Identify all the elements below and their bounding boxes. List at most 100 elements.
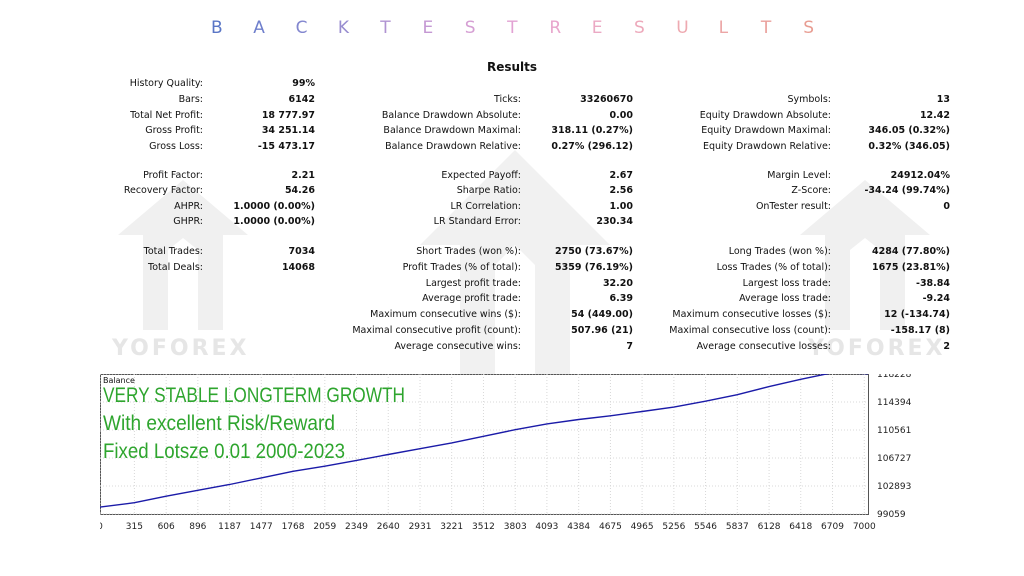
col2-value: 230.34 xyxy=(596,216,633,227)
y-tick-label: 102893 xyxy=(877,482,911,492)
x-tick-label: 5256 xyxy=(662,522,685,532)
col2-label: Maximum consecutive wins ($): xyxy=(370,309,521,320)
col1-value: 54.26 xyxy=(284,185,315,196)
x-tick-label: 4093 xyxy=(535,522,558,532)
title-letter: T xyxy=(760,18,772,38)
x-tick-label: 315 xyxy=(126,522,143,532)
col2-label: Largest profit trade: xyxy=(425,278,521,289)
title-letter: S xyxy=(634,18,645,38)
x-tick-label: 6128 xyxy=(758,522,781,532)
y-tick-label: 110561 xyxy=(877,426,911,436)
col3-label: Maximum consecutive losses ($): xyxy=(672,309,831,320)
title-letter: U xyxy=(676,18,689,38)
col3-value: 0 xyxy=(943,201,950,212)
col1-label: Profit Factor: xyxy=(143,170,203,181)
col2-value: 1.00 xyxy=(609,201,633,212)
col2-value: 32.20 xyxy=(602,278,633,289)
col2-label: Ticks: xyxy=(493,94,521,105)
col2-value: 54 (449.00) xyxy=(571,309,633,320)
col2-label: Balance Drawdown Relative: xyxy=(385,141,521,152)
col3-value: 13 xyxy=(936,94,950,105)
col2-value: 2.67 xyxy=(609,170,633,181)
col1-value: 1.0000 (0.00%) xyxy=(233,216,315,227)
col3-label: Maximal consecutive loss (count): xyxy=(669,325,831,336)
title-letter: C xyxy=(295,18,308,38)
x-tick-label: 4965 xyxy=(631,522,654,532)
col3-value: -34.24 (99.74%) xyxy=(864,185,950,196)
col1-value: 14068 xyxy=(281,262,315,273)
col2-label: LR Correlation: xyxy=(450,201,522,212)
title-letter: S xyxy=(464,18,476,38)
title-letter: E xyxy=(591,18,603,38)
col3-value: 12.42 xyxy=(919,110,950,121)
x-tick-label: 0 xyxy=(100,522,103,532)
chart-legend-label: Balance xyxy=(103,376,135,385)
chart-overlay-text: With excellent Risk/Reward xyxy=(103,412,335,435)
x-tick-label: 896 xyxy=(189,522,206,532)
col1-value: 7034 xyxy=(288,246,315,257)
col1-label: Bars: xyxy=(178,94,203,105)
col3-label: Margin Level: xyxy=(767,170,831,181)
col1-value: 99% xyxy=(292,78,315,89)
col2-label: Sharpe Ratio: xyxy=(456,185,521,196)
x-tick-label: 2931 xyxy=(409,522,432,532)
x-tick-label: 3803 xyxy=(504,522,527,532)
col1-label: Total Net Profit: xyxy=(130,110,203,121)
col3-label: Equity Drawdown Relative: xyxy=(702,141,831,152)
balance-chart: 0 315 606 896 1187 1477 1768 2059 2349 2640 2931 32… xyxy=(97,370,920,534)
x-tick-label: 3221 xyxy=(440,522,463,532)
x-tick-label: 1187 xyxy=(218,522,241,532)
title-letter: S xyxy=(803,18,814,38)
col2-label: LR Standard Error: xyxy=(433,216,521,227)
col2-value: 0.00 xyxy=(609,110,633,121)
col3-label: Z-Score: xyxy=(791,185,831,196)
y-tick-label: 106727 xyxy=(877,454,911,464)
col1-label: Gross Loss: xyxy=(149,141,203,152)
x-tick-label: 7000 xyxy=(853,522,876,532)
y-tick-label: 118228 xyxy=(877,374,912,380)
col2-value: 507.96 (21) xyxy=(571,325,633,336)
col3-label: Long Trades (won %): xyxy=(728,246,831,257)
x-tick-label: 6418 xyxy=(789,522,812,532)
col1-label: Total Trades: xyxy=(143,246,203,257)
title-letter: T xyxy=(507,18,518,38)
col3-label: Equity Drawdown Maximal: xyxy=(701,125,831,136)
col3-label: Largest loss trade: xyxy=(742,278,831,289)
col2-label: Maximal consecutive profit (count): xyxy=(352,325,521,336)
x-tick-label: 606 xyxy=(158,522,175,532)
col3-label: Symbols: xyxy=(787,94,831,105)
col1-value: 18 777.97 xyxy=(261,110,315,121)
balance-series-line xyxy=(99,371,869,508)
x-tick-label: 5837 xyxy=(726,522,749,532)
col2-value: 2.56 xyxy=(609,185,633,196)
col2-value: 6.39 xyxy=(609,293,633,304)
title-letter: R xyxy=(549,18,562,38)
col3-label: Average consecutive losses: xyxy=(696,341,831,352)
watermark-text-right: YOFOREX xyxy=(808,336,946,361)
chart-overlay-text: VERY STABLE LONGTERM GROWTH xyxy=(103,384,405,407)
col2-value: 2750 (73.67%) xyxy=(555,246,633,257)
col1-label: Recovery Factor: xyxy=(123,185,203,196)
col3-value: 1675 (23.81%) xyxy=(872,262,950,273)
col3-label: Average loss trade: xyxy=(739,293,831,304)
x-tick-label: 1768 xyxy=(282,522,305,532)
results-heading: Results xyxy=(486,60,538,74)
col3-value: -38.84 xyxy=(916,278,950,289)
col3-value: 24912.04% xyxy=(890,170,950,181)
col3-label: OnTester result: xyxy=(755,201,831,212)
col2-value: 33260670 xyxy=(580,94,633,105)
title-letter: B xyxy=(211,18,223,38)
balance-chart-svg: 0 315 606 896 1187 1477 1768 2059 2349 2640 2931 32… xyxy=(97,370,912,532)
x-tick-label: 2640 xyxy=(377,522,400,532)
y-tick-label: 114394 xyxy=(877,398,912,408)
x-tick-label: 3512 xyxy=(472,522,495,532)
col3-label: Equity Drawdown Absolute: xyxy=(699,110,831,121)
col1-value: 6142 xyxy=(288,94,315,105)
col2-label: Average profit trade: xyxy=(422,293,521,304)
x-tick-label: 5546 xyxy=(694,522,717,532)
col2-value: 5359 (76.19%) xyxy=(555,262,633,273)
col3-value: 346.05 (0.32%) xyxy=(868,125,950,136)
col1-value: 1.0000 (0.00%) xyxy=(233,201,315,212)
col1-label: GHPR: xyxy=(173,216,203,227)
x-tick-label: 2349 xyxy=(345,522,368,532)
